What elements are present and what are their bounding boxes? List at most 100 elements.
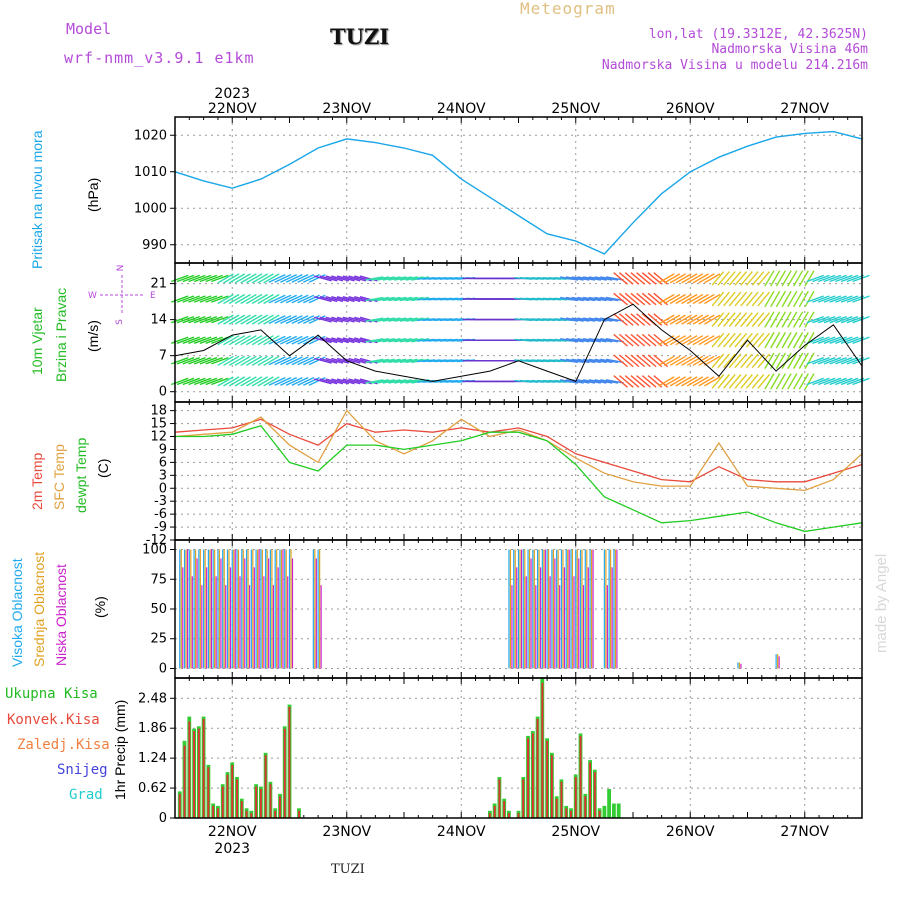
- precip-convective-bar: [240, 801, 243, 818]
- wind-arrow: [336, 337, 355, 344]
- wind-arrow: [308, 335, 326, 345]
- wind-arrow: [781, 352, 792, 369]
- wind-arrow: [171, 315, 189, 324]
- wind-arrow: [291, 335, 309, 345]
- precip-convective-bar: [183, 745, 186, 818]
- wind-arrow: [613, 272, 628, 285]
- wind-arrow: [663, 273, 681, 284]
- wind-arrow: [636, 292, 651, 306]
- precip-convective-bar: [221, 786, 224, 818]
- wind-arrow: [188, 315, 206, 324]
- wind-arrow: [717, 312, 730, 327]
- wind-arrow: [630, 313, 646, 326]
- y-tick-label: 0: [159, 811, 167, 826]
- wind-arrow: [740, 374, 753, 389]
- wind-arrow: [717, 271, 730, 286]
- panel-frame: [174, 677, 863, 819]
- wind-arrow: [663, 335, 681, 346]
- wind-arrow: [314, 296, 332, 303]
- wind-arrow: [274, 356, 292, 366]
- wind-arrow: [182, 315, 200, 324]
- wind-arrow: [297, 356, 315, 366]
- wind-arrow: [171, 377, 189, 386]
- wind-arrow: [263, 376, 280, 387]
- wind-arrow: [770, 270, 781, 287]
- wind-arrow: [764, 311, 775, 328]
- precip-convective-bar: [188, 721, 191, 818]
- wind-arrow: [658, 376, 675, 387]
- wind-arrow: [605, 317, 624, 322]
- wind-arrow: [199, 315, 218, 324]
- precip-total-bar: [607, 789, 611, 818]
- wind-arrow: [823, 295, 842, 303]
- wind-arrow: [280, 335, 297, 345]
- wind-arrow: [717, 353, 730, 369]
- wind-arrow: [692, 376, 709, 387]
- wind-arrow: [234, 273, 251, 284]
- wind-arrow: [751, 271, 765, 286]
- wind-arrow: [775, 270, 787, 287]
- wind-arrow: [594, 358, 613, 364]
- wind-arrow: [291, 273, 309, 283]
- y-tick-label: 1010: [134, 165, 167, 180]
- x-tick-label-bottom: 25NOV: [551, 824, 600, 840]
- wind-arrow: [199, 295, 218, 303]
- precip-convective-bar: [283, 728, 286, 818]
- wind-arrow: [624, 272, 640, 285]
- precip-convective-bar: [536, 719, 539, 818]
- wind-arrow: [234, 355, 251, 366]
- wind-arrow: [588, 379, 607, 384]
- wind-arrow: [823, 357, 842, 365]
- wind-arrow: [308, 315, 326, 325]
- wind-arrow: [205, 274, 223, 283]
- wind-arrow: [193, 274, 212, 283]
- precip-convective-bar: [236, 779, 238, 818]
- wind-arrow: [176, 274, 195, 283]
- wind-arrow: [600, 379, 619, 384]
- wind-arrow: [382, 296, 401, 302]
- wind-arrow: [600, 317, 619, 322]
- model-elevation-label: Nadmorska Visina u modelu 214.216m: [601, 58, 868, 73]
- wind-arrow: [308, 356, 326, 366]
- wind-arrow: [303, 315, 320, 325]
- wind-arrow: [246, 376, 263, 387]
- wind-arrow: [246, 273, 263, 284]
- wind-arrow: [211, 274, 229, 283]
- wind-arrow: [594, 379, 613, 384]
- compass-east: E: [150, 291, 156, 301]
- wind-arrow: [636, 313, 651, 326]
- precip-convective-bar: [264, 755, 267, 818]
- wind-arrow: [348, 378, 367, 385]
- wind-arrow: [394, 296, 413, 302]
- precip-convective-bar: [579, 735, 582, 818]
- wind-arrow: [399, 338, 418, 343]
- precip-convective-bar: [259, 789, 262, 818]
- x-tick-label-bottom: 24NOV: [437, 824, 486, 840]
- wind-arrow: [734, 312, 748, 327]
- wind-arrow: [331, 337, 349, 344]
- wind-arrow: [251, 376, 269, 387]
- wind-arrow: [268, 273, 286, 283]
- wind-arrow: [228, 314, 246, 325]
- y-tick-label: 18: [150, 404, 167, 419]
- wind-arrow: [829, 336, 847, 344]
- x-tick-label-bottom: 27NOV: [780, 824, 829, 840]
- wind-arrow: [240, 273, 257, 284]
- wind-arrow: [740, 353, 753, 369]
- wind-arrow: [303, 273, 320, 283]
- y-tick-label: 21: [150, 277, 167, 292]
- wind-arrow: [217, 355, 234, 366]
- dewpt-series-line: [175, 424, 863, 533]
- wind-arrow: [577, 296, 596, 302]
- precip-convective-bar: [560, 781, 563, 818]
- wind-arrow: [669, 335, 686, 346]
- wind-arrow: [728, 374, 742, 389]
- wind-arrow: [342, 378, 361, 385]
- panel-frame: [174, 116, 863, 264]
- wind-arrow: [376, 296, 395, 302]
- wind-arrow: [223, 293, 240, 305]
- wind-arrow: [704, 376, 721, 387]
- wind-arrow: [399, 317, 418, 322]
- wind-arrow: [600, 358, 619, 364]
- year-label-bottom: 2023: [214, 841, 250, 857]
